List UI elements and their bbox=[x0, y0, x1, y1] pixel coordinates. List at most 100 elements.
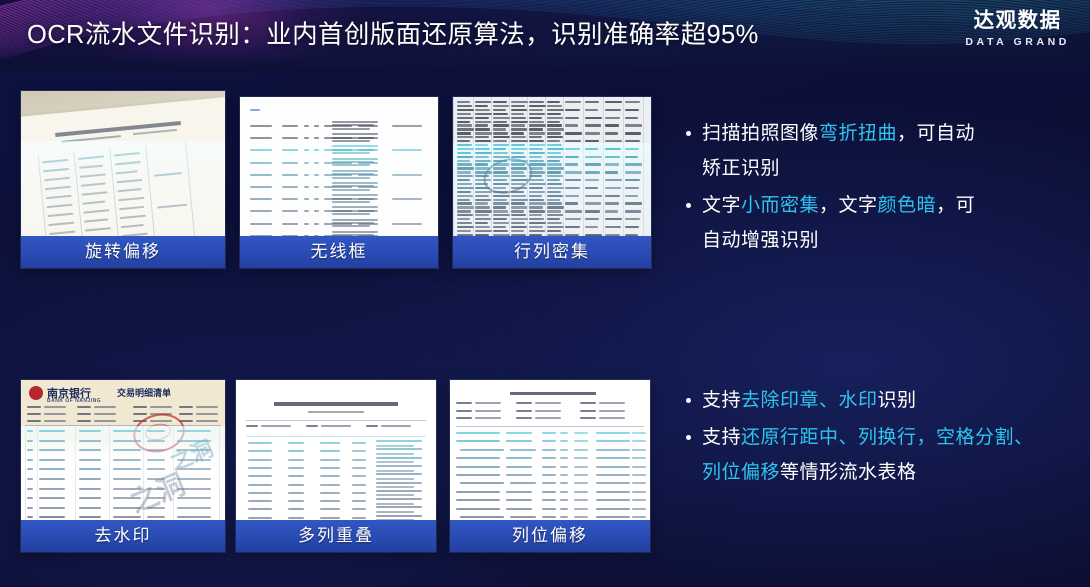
doc-detail bbox=[475, 163, 488, 166]
doc-detail bbox=[511, 140, 528, 143]
doc-detail bbox=[585, 225, 598, 229]
doc-detail bbox=[560, 474, 568, 476]
doc-detail bbox=[506, 490, 532, 493]
doc-detail bbox=[376, 456, 422, 459]
doc-detail bbox=[475, 221, 488, 225]
card-column-shift[interactable]: 列位偏移 bbox=[450, 380, 650, 552]
doc-detail bbox=[150, 420, 172, 422]
doc-detail bbox=[511, 221, 525, 225]
doc-detail bbox=[376, 440, 422, 442]
doc-detail bbox=[332, 201, 370, 203]
doc-detail bbox=[352, 491, 366, 494]
doc-detail bbox=[542, 448, 556, 451]
doc-detail bbox=[596, 457, 630, 460]
doc-detail bbox=[560, 465, 568, 468]
doc-detail bbox=[314, 137, 319, 140]
doc-detail bbox=[332, 173, 374, 176]
doc-detail bbox=[493, 194, 510, 197]
doc-detail bbox=[511, 101, 528, 104]
doc-detail bbox=[288, 458, 304, 461]
doc-detail bbox=[475, 218, 491, 221]
doc-detail bbox=[79, 478, 101, 480]
doc-detail bbox=[320, 475, 340, 478]
doc-detail bbox=[625, 163, 642, 166]
doc-detail bbox=[547, 175, 563, 178]
doc-detail bbox=[288, 508, 304, 511]
doc-detail bbox=[560, 448, 568, 451]
doc-detail bbox=[632, 516, 646, 518]
doc-detail bbox=[585, 147, 598, 151]
doc-detail bbox=[457, 104, 472, 108]
logo-chinese: 达观数据 bbox=[973, 9, 1062, 32]
doc-detail bbox=[529, 124, 546, 127]
doc-detail bbox=[605, 147, 621, 151]
doc-detail bbox=[605, 194, 620, 197]
doc-detail bbox=[457, 175, 473, 178]
doc-detail bbox=[79, 516, 101, 519]
doc-detail bbox=[288, 516, 304, 519]
doc-detail bbox=[542, 482, 556, 485]
doc-detail bbox=[248, 458, 272, 461]
doc-detail bbox=[511, 225, 527, 229]
doc-detail bbox=[565, 163, 578, 166]
doc-detail bbox=[547, 151, 561, 155]
doc-detail bbox=[457, 159, 470, 162]
doc-detail bbox=[605, 210, 618, 213]
doc-detail bbox=[320, 516, 340, 519]
doc-detail bbox=[605, 202, 619, 205]
plain-text: ，可自动 bbox=[897, 123, 976, 144]
doc-detail bbox=[506, 440, 532, 443]
doc-detail bbox=[565, 155, 579, 158]
doc-detail bbox=[493, 104, 509, 108]
doc-detail bbox=[288, 442, 304, 444]
doc-detail bbox=[529, 179, 544, 182]
doc-detail bbox=[196, 413, 218, 415]
doc-detail bbox=[547, 210, 561, 213]
doc-detail bbox=[493, 143, 509, 147]
doc-detail bbox=[625, 186, 639, 190]
doc-detail bbox=[250, 161, 272, 164]
doc-detail bbox=[457, 120, 470, 123]
doc-detail bbox=[529, 229, 545, 233]
doc-detail bbox=[529, 159, 544, 162]
doc-detail bbox=[493, 132, 508, 135]
bullet-line: 支持去除印章、水印识别 bbox=[702, 383, 1068, 418]
doc-detail bbox=[605, 225, 621, 229]
card-dense-rows-cols[interactable]: 行列密集 bbox=[453, 97, 651, 268]
doc-detail bbox=[457, 179, 470, 182]
doc-detail bbox=[39, 506, 65, 509]
doc-detail bbox=[332, 152, 370, 155]
doc-detail bbox=[547, 221, 562, 225]
doc-detail bbox=[547, 167, 564, 170]
doc-detail bbox=[511, 229, 524, 233]
card-multi-column-overlap[interactable]: 多列重叠 bbox=[236, 380, 436, 552]
doc-detail bbox=[493, 136, 510, 139]
doc-detail bbox=[475, 104, 488, 108]
doc-detail bbox=[535, 417, 561, 419]
doc-detail bbox=[460, 516, 504, 518]
doc-detail bbox=[632, 432, 646, 434]
doc-detail bbox=[113, 468, 141, 471]
doc-detail bbox=[306, 425, 318, 427]
doc-detail bbox=[625, 171, 641, 174]
doc-detail bbox=[381, 425, 411, 427]
doc-detail bbox=[376, 494, 414, 497]
doc-detail bbox=[457, 124, 472, 127]
plain-text: 支持 bbox=[702, 427, 742, 448]
doc-detail bbox=[574, 440, 588, 443]
doc-detail bbox=[460, 448, 504, 451]
doc-detail bbox=[585, 116, 602, 119]
doc-detail bbox=[475, 229, 492, 233]
card-rotated-offset[interactable]: 旋转偏移 bbox=[21, 91, 225, 268]
doc-detail bbox=[147, 516, 165, 519]
card-borderless[interactable]: 无线框 bbox=[240, 97, 438, 268]
card-remove-watermark[interactable]: 南京银行 BANK OF NANJING 交易明细清单 之洞 之洞 去水印 bbox=[21, 380, 225, 552]
doc-detail bbox=[77, 420, 91, 422]
doc-detail bbox=[179, 406, 193, 408]
doc-detail bbox=[457, 210, 471, 213]
doc-detail bbox=[27, 497, 33, 500]
slide-header: OCR流水文件识别：业内首创版面还原算法，识别准确率超95% 达观数据 DATA… bbox=[0, 0, 1090, 72]
doc-detail bbox=[565, 140, 581, 143]
doc-detail bbox=[179, 420, 193, 422]
doc-detail bbox=[248, 516, 272, 519]
